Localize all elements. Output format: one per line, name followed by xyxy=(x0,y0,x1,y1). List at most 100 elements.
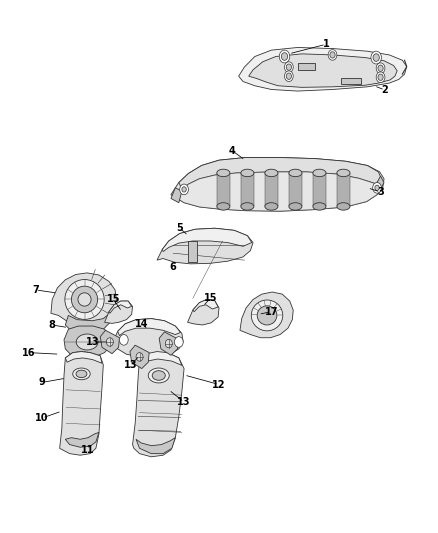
Ellipse shape xyxy=(148,368,169,383)
Ellipse shape xyxy=(71,286,98,313)
Polygon shape xyxy=(118,319,180,336)
Polygon shape xyxy=(65,309,113,333)
Circle shape xyxy=(378,65,383,71)
Text: 13: 13 xyxy=(124,360,138,370)
Ellipse shape xyxy=(251,300,283,331)
Polygon shape xyxy=(297,63,315,70)
Polygon shape xyxy=(113,319,183,357)
Text: 11: 11 xyxy=(81,445,95,455)
Ellipse shape xyxy=(337,203,350,210)
Text: 13: 13 xyxy=(86,337,99,347)
Ellipse shape xyxy=(73,368,90,379)
Circle shape xyxy=(285,62,293,72)
Text: 16: 16 xyxy=(22,348,36,358)
Polygon shape xyxy=(239,47,407,91)
Circle shape xyxy=(373,182,381,193)
Circle shape xyxy=(328,50,337,60)
Text: 5: 5 xyxy=(177,223,183,233)
Ellipse shape xyxy=(289,169,302,176)
Circle shape xyxy=(182,187,186,192)
Polygon shape xyxy=(136,438,175,454)
Polygon shape xyxy=(133,352,184,457)
Polygon shape xyxy=(162,228,252,252)
Circle shape xyxy=(279,50,290,63)
Polygon shape xyxy=(241,173,254,206)
Circle shape xyxy=(174,337,183,348)
Polygon shape xyxy=(188,241,197,262)
Circle shape xyxy=(165,340,172,348)
Polygon shape xyxy=(130,345,149,368)
Circle shape xyxy=(286,73,291,79)
Text: 1: 1 xyxy=(323,39,329,49)
Ellipse shape xyxy=(265,169,278,176)
Ellipse shape xyxy=(313,203,326,210)
Text: 12: 12 xyxy=(212,379,226,390)
Ellipse shape xyxy=(217,169,230,176)
Ellipse shape xyxy=(265,203,278,210)
Text: 4: 4 xyxy=(229,146,236,156)
Polygon shape xyxy=(100,330,120,354)
Circle shape xyxy=(373,54,379,61)
Circle shape xyxy=(285,71,293,82)
Polygon shape xyxy=(157,228,253,264)
Polygon shape xyxy=(313,173,326,206)
Polygon shape xyxy=(337,173,350,206)
Polygon shape xyxy=(51,273,117,325)
Polygon shape xyxy=(341,78,361,84)
Polygon shape xyxy=(140,352,182,366)
Polygon shape xyxy=(171,188,182,203)
Polygon shape xyxy=(65,352,102,364)
Polygon shape xyxy=(249,54,397,87)
Circle shape xyxy=(376,72,385,83)
Circle shape xyxy=(281,53,288,60)
Polygon shape xyxy=(265,173,278,206)
Polygon shape xyxy=(374,176,384,193)
Circle shape xyxy=(378,74,383,80)
Ellipse shape xyxy=(76,334,98,350)
Ellipse shape xyxy=(337,169,350,176)
Polygon shape xyxy=(159,332,178,356)
Polygon shape xyxy=(105,301,133,324)
Circle shape xyxy=(330,52,335,58)
Circle shape xyxy=(375,185,379,190)
Text: 6: 6 xyxy=(170,262,177,271)
Ellipse shape xyxy=(76,370,87,377)
Circle shape xyxy=(286,64,291,70)
Circle shape xyxy=(106,338,113,346)
Polygon shape xyxy=(64,326,111,358)
Ellipse shape xyxy=(78,293,91,306)
Polygon shape xyxy=(65,432,99,447)
Ellipse shape xyxy=(241,203,254,210)
Polygon shape xyxy=(187,300,219,325)
Text: 15: 15 xyxy=(106,294,120,304)
Polygon shape xyxy=(60,352,103,455)
Ellipse shape xyxy=(65,279,104,319)
Polygon shape xyxy=(193,300,218,312)
Circle shape xyxy=(136,353,143,361)
Text: 8: 8 xyxy=(49,320,56,330)
Text: 7: 7 xyxy=(32,285,39,295)
Polygon shape xyxy=(289,173,302,206)
Ellipse shape xyxy=(313,169,326,176)
Ellipse shape xyxy=(257,306,277,325)
Text: 17: 17 xyxy=(265,306,278,317)
Text: 9: 9 xyxy=(39,377,46,387)
Circle shape xyxy=(180,184,188,195)
Text: 10: 10 xyxy=(35,413,49,423)
Ellipse shape xyxy=(152,370,165,380)
Text: 15: 15 xyxy=(204,293,217,303)
Polygon shape xyxy=(217,173,230,206)
Circle shape xyxy=(371,51,381,64)
Text: 3: 3 xyxy=(377,187,384,197)
Ellipse shape xyxy=(289,203,302,210)
Polygon shape xyxy=(171,172,383,211)
Ellipse shape xyxy=(241,169,254,176)
Polygon shape xyxy=(171,158,384,211)
Polygon shape xyxy=(240,292,293,338)
Text: 13: 13 xyxy=(177,397,191,407)
Ellipse shape xyxy=(217,203,230,210)
Circle shape xyxy=(376,63,385,74)
Text: 14: 14 xyxy=(134,319,148,329)
Polygon shape xyxy=(109,301,132,313)
Circle shape xyxy=(120,335,128,345)
